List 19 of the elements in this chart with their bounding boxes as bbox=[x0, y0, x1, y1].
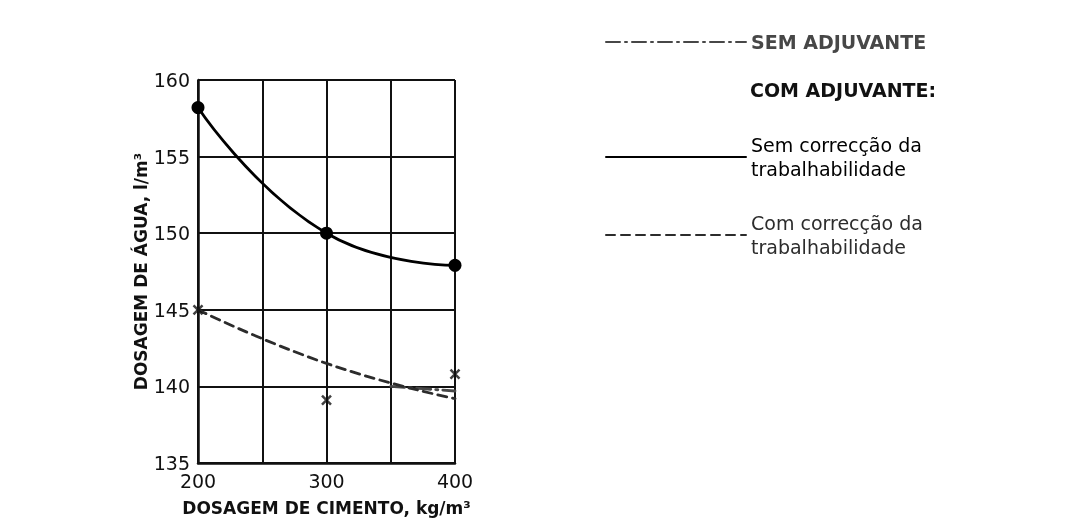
y-tick-label: 160 bbox=[153, 69, 190, 91]
y-tick-label: 155 bbox=[153, 145, 190, 168]
text: Com correcção da trabalhabilidade bbox=[751, 212, 923, 258]
y-tick-label: 145 bbox=[153, 298, 190, 321]
legend-title: COM ADJUVANTE: bbox=[750, 78, 937, 101]
point bbox=[320, 226, 333, 240]
point bbox=[192, 304, 204, 316]
point bbox=[448, 258, 462, 272]
point bbox=[191, 101, 205, 115]
text: SEM ADJUVANTE bbox=[751, 31, 927, 53]
x-tick-label: 300 bbox=[308, 469, 345, 492]
text: Sem correcção da trabalhabilidade bbox=[751, 134, 922, 180]
point bbox=[449, 368, 461, 380]
x-tick-label: 400 bbox=[436, 469, 474, 492]
y-tick-label: 140 bbox=[153, 375, 190, 398]
point bbox=[320, 394, 333, 406]
y-tick-label: 150 bbox=[153, 222, 190, 245]
x-axis-title: DOSAGEM DE CIMENTO, kg/m³ bbox=[182, 497, 471, 518]
y-axis-title: DOSAGEM DE ÁGUA, l/m³ bbox=[130, 152, 152, 391]
